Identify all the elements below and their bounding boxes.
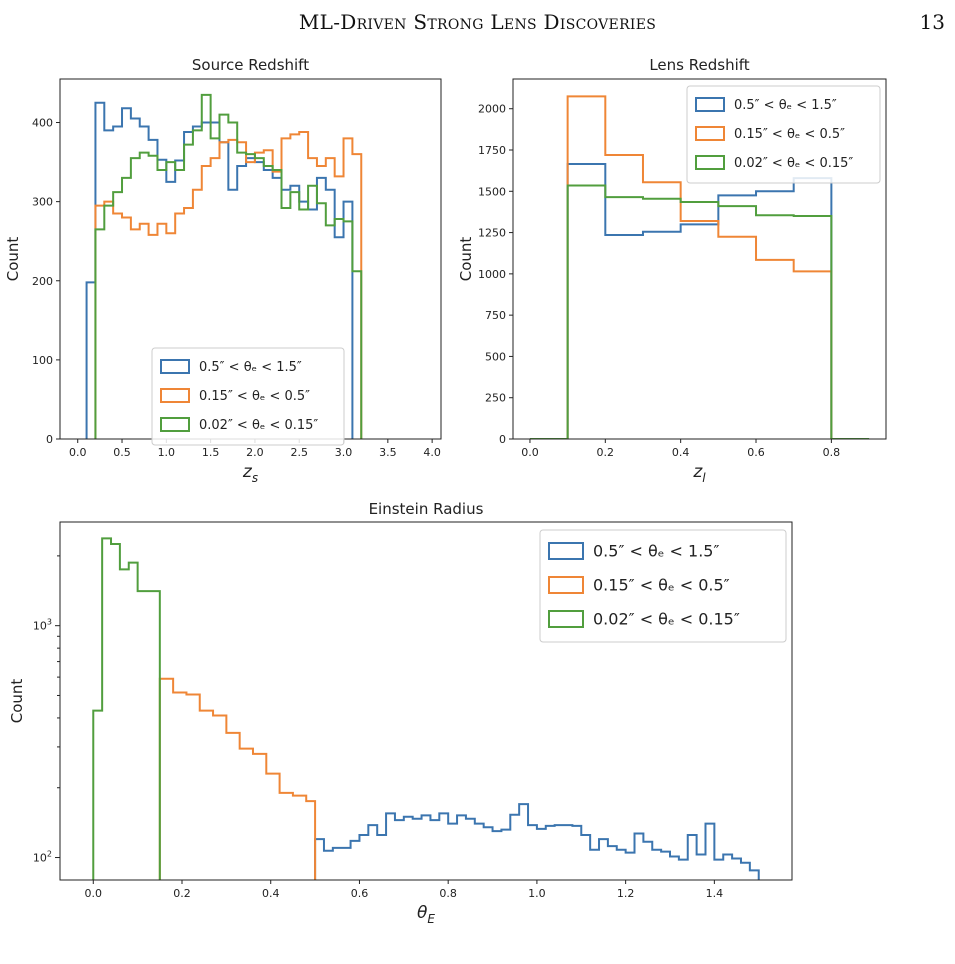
chart-panel-2: Lens Redshift 0.0 0.2 0.4 0.6 0.8 0 250 500 750 10…: [457, 56, 887, 485]
y-tick-label: 200: [32, 275, 53, 288]
y-axis-label: Count: [457, 237, 475, 282]
legend-label: 0.02″ < θₑ < 0.15″: [593, 610, 740, 629]
x-tick-label: 2.0: [246, 446, 264, 459]
legend-swatch: [695, 155, 725, 170]
y-tick-label: 1750: [478, 144, 506, 157]
chart-title: Einstein Radius: [369, 500, 484, 518]
series-group: [92, 537, 760, 880]
y-axis-label: Count: [8, 679, 26, 724]
x-tick-label: 0.2: [597, 446, 615, 459]
x-tick-label: 0.0: [69, 446, 87, 459]
y-tick-label: 0: [46, 433, 53, 446]
legend: 0.5″ < θₑ < 1.5″ 0.15″ < θₑ < 0.5″ 0.02″ <…: [686, 85, 881, 184]
legend: 0.5″ < θₑ < 1.5″ 0.15″ < θₑ < 0.5″ 0.02″ <…: [151, 347, 345, 446]
legend: 0.5″ < θₑ < 1.5″ 0.15″ < θₑ < 0.5″ 0.02″ <…: [539, 529, 787, 643]
x-tick-label: 0.0: [85, 887, 103, 900]
legend-label: 0.5″ < θₑ < 1.5″: [199, 360, 302, 375]
chart-panel-1: Source Redshift 0.0 0.5 1.0 1.5 2.0 2.5 3.0 3.5 4…: [4, 56, 442, 485]
legend-swatch: [160, 388, 190, 403]
x-tick-label: 2.5: [290, 446, 308, 459]
legend-swatch: [548, 610, 584, 628]
x-axis-label: θE: [417, 903, 435, 926]
x-tick-label: 1.0: [528, 887, 546, 900]
x-tick-label: 0.8: [823, 446, 841, 459]
series-line-1: [314, 803, 760, 880]
legend-swatch: [695, 126, 725, 141]
legend-box: [686, 85, 881, 184]
legend-label: 0.15″ < θₑ < 0.5″: [593, 576, 730, 595]
legend-label: 0.5″ < θₑ < 1.5″: [734, 98, 837, 113]
series-line-3: [529, 184, 870, 439]
x-tick-label: 3.0: [335, 446, 353, 459]
y-tick-label: 300: [32, 196, 53, 209]
axes-frame: [59, 521, 793, 881]
x-tick-label: 0.6: [351, 887, 369, 900]
y-tick-label: 102: [33, 850, 52, 865]
x-axis-label: zs: [242, 462, 258, 485]
running-title: ML-Driven Strong Lens Discoveries: [298, 10, 657, 34]
legend-swatch: [548, 542, 584, 560]
series-line-2: [529, 95, 870, 439]
x-tick-label: 4.0: [423, 446, 441, 459]
series-line-1: [529, 163, 870, 439]
x-tick-label: 0.4: [262, 887, 280, 900]
y-tick-label: 500: [485, 350, 506, 363]
x-tick-label: 0.6: [747, 446, 765, 459]
y-tick-label: 400: [32, 117, 53, 130]
y-axis-label: Count: [4, 237, 22, 282]
y-tick-label: 100: [32, 354, 53, 367]
legend-swatch: [160, 359, 190, 374]
chart-title: Lens Redshift: [649, 56, 749, 74]
x-tick-label: 1.2: [617, 887, 635, 900]
legend-box: [539, 529, 787, 643]
legend-label: 0.15″ < θₑ < 0.5″: [734, 127, 845, 142]
chart-title: Source Redshift: [192, 56, 309, 74]
legend-label: 0.02″ < θₑ < 0.15″: [199, 418, 318, 433]
x-tick-label: 0.2: [173, 887, 191, 900]
y-tick-label: 250: [485, 392, 506, 405]
y-tick-label: 750: [485, 309, 506, 322]
chart-panel-3: Einstein Radius 0.0 0.2 0.4 0.6 0.8 1.0 1.2 1.4 1…: [8, 500, 793, 926]
y-tick-label: 1500: [478, 185, 506, 198]
series-line-2: [94, 131, 363, 439]
x-tick-label: 0.0: [521, 446, 539, 459]
legend-label: 0.02″ < θₑ < 0.15″: [734, 156, 853, 171]
x-tick-label: 1.0: [158, 446, 176, 459]
axes-frame: [512, 78, 887, 440]
series-line-2: [158, 677, 317, 880]
x-tick-label: 0.4: [672, 446, 690, 459]
legend-swatch: [160, 417, 190, 432]
y-tick-label: 103: [33, 618, 52, 633]
y-tick-label: 0: [499, 433, 506, 446]
series-group: [85, 93, 363, 439]
x-tick-label: 0.8: [439, 887, 457, 900]
x-axis-label: zl: [692, 462, 706, 485]
legend-label: 0.15″ < θₑ < 0.5″: [199, 389, 310, 404]
legend-label: 0.5″ < θₑ < 1.5″: [593, 542, 719, 561]
legend-box: [151, 347, 345, 446]
page-header: ML-Driven Strong Lens Discoveries 13: [0, 6, 955, 36]
series-line-3: [92, 537, 161, 880]
y-tick-label: 1250: [478, 227, 506, 240]
legend-swatch: [695, 97, 725, 112]
x-tick-label: 0.5: [113, 446, 131, 459]
page-number: 13: [919, 10, 945, 34]
series-line-3: [94, 93, 363, 439]
x-tick-label: 1.4: [706, 887, 724, 900]
x-tick-label: 3.5: [379, 446, 397, 459]
y-tick-label: 1000: [478, 268, 506, 281]
x-tick-label: 1.5: [202, 446, 220, 459]
legend-swatch: [548, 576, 584, 594]
y-tick-label: 2000: [478, 103, 506, 116]
